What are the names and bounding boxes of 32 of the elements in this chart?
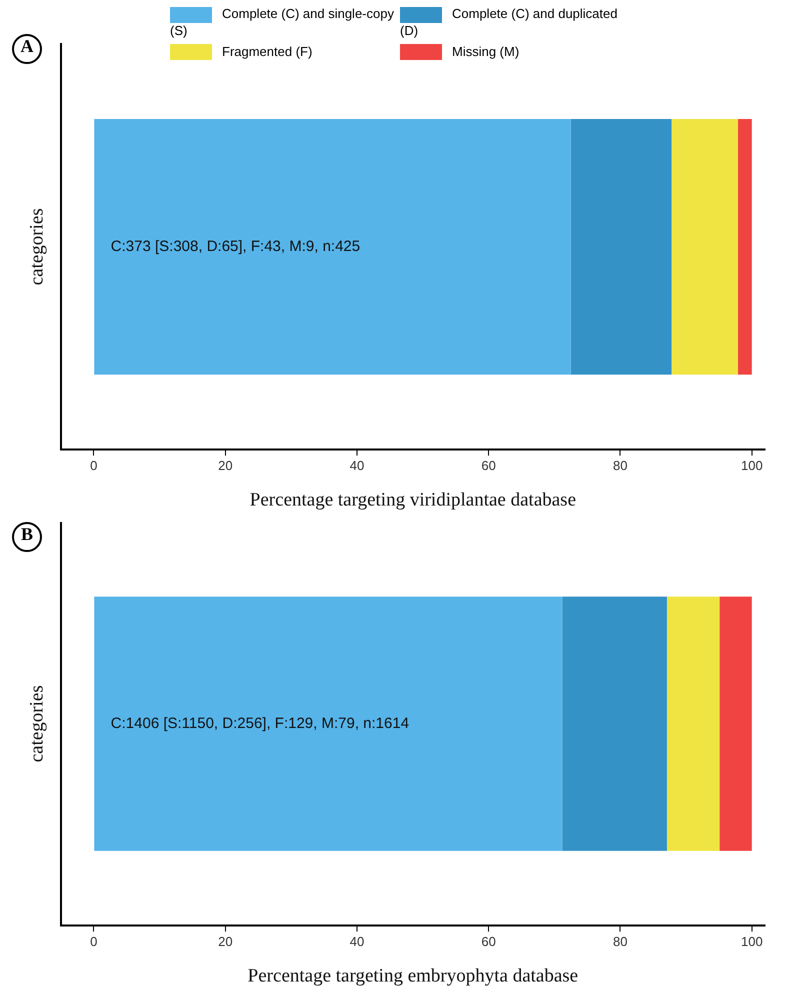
text: Complete (C) and single-copy (S) [170,6,394,38]
annotation: C:1406 [S:1150, D:256], F:129, M:79, n:1614 [110,714,410,732]
text: Complete (C) and duplicated (D) [400,6,618,38]
x-axis-title: Percentage targeting embryophyta database [248,966,578,987]
bar [94,119,571,375]
x-tick-label: 100 [740,458,763,473]
x-tick-label: 100 [740,934,763,949]
chart-title: B [12,522,42,552]
chart-title: A [12,34,42,64]
x-axis-title: Percentage targeting viridiplantae database [250,490,576,511]
annotation: C:373 [S:308, D:65], F:43, M:9, n:425 [110,238,360,255]
bar [672,119,738,375]
y-axis-title: categories [26,685,48,762]
bar [720,596,752,851]
x-tick-label: 80 [612,458,628,473]
x-tick-label: 20 [218,458,233,473]
bar [738,119,752,375]
x-tick-label: 40 [350,458,364,473]
x-tick-label: 80 [612,934,628,949]
y-axis-title: categories [26,208,48,286]
x-tick-label: 60 [481,458,496,473]
bar [94,596,562,851]
bar [666,596,720,851]
legend-label: Fragmented (F) [222,44,312,59]
x-tick-label: 0 [90,458,98,473]
x-tick-label: 20 [218,934,233,949]
bar [562,596,667,851]
bar [570,119,672,375]
x-tick-label: 40 [350,934,364,949]
legend-label: Missing (M) [452,44,520,59]
x-tick-label: 0 [90,934,98,949]
x-tick-label: 60 [481,934,496,949]
